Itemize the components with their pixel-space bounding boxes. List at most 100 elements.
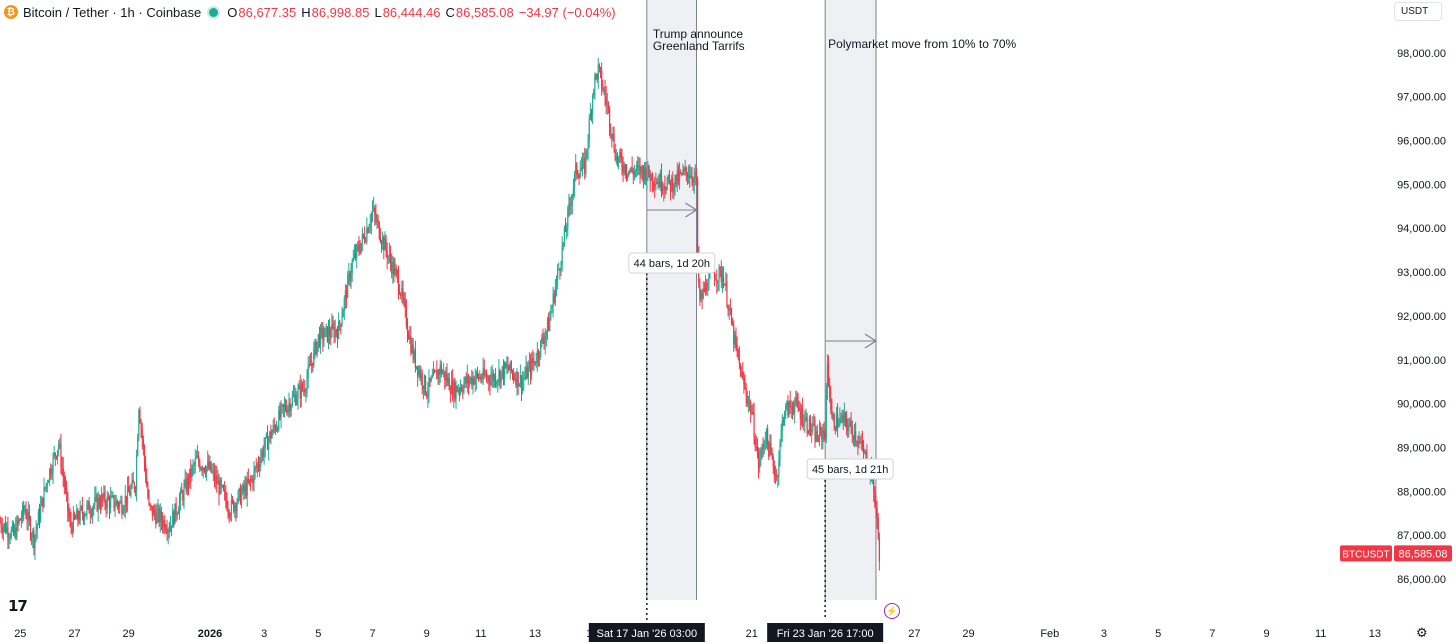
candle-body: [767, 429, 769, 443]
candle-body: [471, 377, 473, 386]
candle-body: [507, 365, 509, 369]
candle-body: [240, 492, 243, 504]
candle-body: [191, 466, 193, 478]
candle-body: [503, 362, 506, 379]
symbol-title[interactable]: Bitcoin / Tether · 1h · Coinbase: [23, 4, 202, 20]
candle-body: [733, 325, 735, 345]
candle-body: [787, 402, 789, 416]
candle-body: [549, 317, 551, 331]
candle-body: [552, 293, 554, 307]
candle-body: [289, 402, 291, 411]
low-label: L: [374, 4, 382, 20]
candle-body: [50, 468, 52, 475]
candle-body: [458, 389, 461, 392]
candle-body: [35, 530, 37, 536]
open-value: 86,677.35: [238, 4, 297, 20]
symbol-legend: ₿ Bitcoin / Tether · 1h · Coinbase O 86,…: [4, 3, 621, 21]
candle-body: [343, 298, 345, 311]
candle-body: [371, 209, 374, 215]
candle-body: [576, 163, 578, 176]
candle-body: [452, 380, 454, 398]
candle-body: [761, 448, 763, 450]
candle-body: [96, 495, 98, 511]
candle-body: [317, 334, 319, 342]
candle-body: [821, 429, 823, 440]
gear-icon[interactable]: ⚙: [1416, 625, 1428, 640]
candle-body: [170, 525, 173, 528]
candle-body: [823, 430, 825, 433]
candle-body: [181, 490, 183, 494]
candle-body: [190, 468, 192, 478]
candle-body: [796, 396, 798, 401]
currency-button[interactable]: USDT: [1394, 2, 1442, 21]
candle-body: [555, 279, 558, 288]
candle-body: [163, 519, 165, 527]
candle-body: [571, 194, 573, 205]
candle-body: [436, 370, 438, 380]
candle-body: [396, 270, 398, 275]
candle-body: [825, 388, 827, 439]
candle-body: [215, 475, 217, 481]
candle-body: [200, 468, 202, 470]
tradingview-logo-icon[interactable]: 17: [8, 597, 28, 615]
candle-body: [551, 306, 553, 313]
candle-body: [235, 504, 237, 511]
candle-body: [204, 471, 207, 474]
candle-body: [21, 505, 24, 519]
candle-body: [570, 204, 572, 206]
candle-body: [410, 335, 412, 353]
candle-body: [873, 473, 875, 491]
market-status-dot[interactable]: [209, 7, 219, 17]
x-tick-label: 21: [746, 628, 758, 640]
candle-body: [862, 447, 865, 454]
candle-body: [467, 375, 470, 384]
candle-body: [115, 501, 117, 506]
lightning-bolt-icon[interactable]: ⚡: [884, 603, 900, 619]
candle-body: [437, 370, 439, 380]
candle-body: [668, 174, 670, 181]
x-tick-label: 1: [586, 628, 592, 640]
candle-body: [82, 514, 85, 520]
candle-body: [684, 167, 686, 171]
candle-body: [1, 527, 3, 532]
candle-body: [864, 451, 866, 454]
candle-body: [482, 368, 484, 380]
candle-body: [377, 220, 379, 223]
candle-body: [228, 511, 230, 516]
candle-body: [147, 486, 149, 498]
time-axis[interactable]: 25 27 29 2026 3 5 7 9 11 13 1 21 27 29 Feb 3 5 7 9 11 13: [14, 628, 1381, 640]
candle-body: [781, 420, 783, 431]
candle-body: [647, 165, 649, 178]
x-tick-label: 11: [1315, 628, 1326, 640]
candle-body: [585, 151, 587, 174]
time-axis-cursor-label: Sat 17 Jan '26 03:00: [597, 628, 698, 640]
candle-body: [717, 280, 719, 283]
candle-body: [557, 269, 559, 280]
candle-body: [472, 377, 474, 386]
candle-body: [430, 377, 432, 382]
candle-body: [760, 449, 762, 460]
candle-body: [514, 378, 516, 380]
candle-body: [47, 481, 50, 484]
candle-body: [295, 394, 297, 405]
candle-body: [152, 508, 155, 516]
candle-body: [622, 167, 624, 173]
candle-body: [300, 383, 302, 399]
candle-body: [778, 460, 780, 476]
candle-body: [780, 430, 782, 442]
candle-body: [874, 490, 876, 506]
candle-body: [40, 505, 42, 521]
candle-body: [857, 442, 859, 445]
candle-body: [158, 508, 160, 523]
candle-body: [839, 418, 841, 425]
candle-body: [745, 387, 747, 397]
price-axis[interactable]: 86,000.00 87,000.00 88,000.00 89,000.00 90,0…: [1397, 48, 1446, 586]
candle-body: [246, 478, 248, 496]
candle-body: [673, 187, 675, 192]
candle-body: [836, 413, 839, 427]
candle-body: [174, 503, 176, 525]
candle-body: [318, 334, 321, 346]
candle-body: [330, 335, 332, 337]
candle-body: [307, 365, 309, 379]
